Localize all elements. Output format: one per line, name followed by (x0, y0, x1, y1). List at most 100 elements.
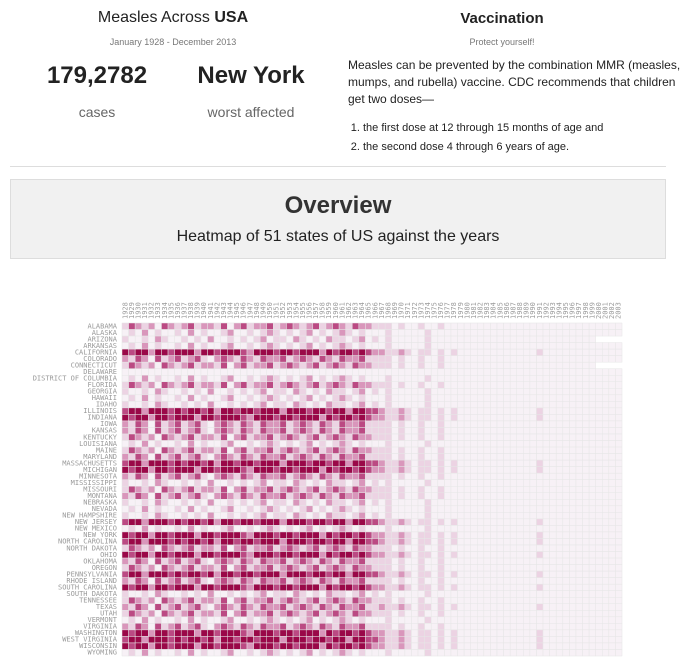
heat-cell (200, 394, 208, 402)
heat-cell (128, 642, 136, 650)
heat-cell (325, 610, 333, 618)
heat-cell (292, 348, 300, 356)
heat-cell (273, 479, 281, 487)
stat-value: New York (197, 62, 305, 89)
heat-cell (180, 374, 189, 383)
heat-cell (220, 505, 228, 513)
heat-cell (575, 538, 583, 546)
heat-cell (325, 466, 333, 474)
heat-cell (490, 427, 498, 435)
heat-cell (615, 596, 623, 605)
heat-cell (299, 368, 307, 376)
heat-cell (233, 629, 241, 637)
heat-cell (273, 322, 281, 330)
heat-cell (582, 512, 590, 520)
heat-cell (470, 636, 478, 644)
heat-cell (154, 616, 162, 624)
heat-cell (345, 472, 353, 480)
heat-cell (569, 564, 577, 572)
heat-cell (417, 329, 425, 337)
heat-cell (523, 440, 531, 448)
heat-cell (503, 348, 511, 356)
heat-cell (555, 525, 564, 533)
heat-cell (391, 342, 399, 350)
heat-cell (562, 368, 570, 376)
heat-cell (523, 374, 531, 383)
heat-cell (384, 401, 392, 409)
heat-cell (286, 649, 294, 657)
heat-cell (457, 551, 465, 559)
heat-cell (207, 636, 215, 644)
heat-cell (279, 459, 287, 467)
heat-cell (305, 388, 314, 396)
heat-cell (516, 531, 524, 539)
state-label: CONNECTICUT (71, 361, 118, 369)
heat-cell (365, 453, 373, 461)
heat-cell (200, 623, 208, 631)
heat-cell (148, 479, 156, 487)
state-label: PENNSYLVANIA (66, 570, 117, 578)
heat-cell (332, 525, 340, 533)
heat-cell (194, 610, 202, 618)
heat-cell (352, 342, 360, 350)
heat-cell (312, 551, 320, 559)
heat-cell (477, 453, 485, 461)
heat-cell (141, 401, 149, 409)
heat-cell (404, 590, 412, 598)
heat-cell (187, 629, 195, 637)
heat-cell (194, 525, 202, 533)
heat-cell (483, 603, 491, 611)
heat-cell (490, 329, 498, 337)
heat-cell (253, 388, 261, 396)
heat-cell (477, 433, 485, 441)
heat-cell (240, 433, 248, 441)
heat-cell (437, 629, 445, 637)
heat-cell (384, 355, 392, 363)
heat-cell (595, 577, 603, 585)
heat-cell (569, 590, 577, 598)
heat-cell (602, 583, 610, 591)
heat-cell (338, 564, 346, 572)
heat-cell (457, 492, 465, 500)
heat-cell (477, 596, 485, 605)
heat-cell (338, 525, 346, 533)
heat-cell (588, 551, 596, 559)
heat-cell (273, 453, 281, 461)
heat-cell (582, 499, 590, 507)
heat-cell (516, 479, 524, 487)
heat-cell (332, 466, 340, 474)
year-label: 1970 (398, 302, 406, 319)
heat-cell (167, 407, 175, 415)
heat-cell (595, 616, 603, 624)
heat-cell (378, 388, 386, 396)
heat-cell (549, 355, 557, 363)
heat-cell (180, 342, 189, 350)
heat-cell (398, 381, 406, 389)
heat-cell (463, 335, 471, 343)
heat-cell (490, 446, 498, 454)
heat-cell (332, 407, 340, 415)
heat-cell (391, 538, 399, 546)
heat-cell (259, 472, 267, 480)
heat-cell (259, 623, 267, 631)
heat-cell (134, 472, 142, 480)
heat-cell (411, 401, 419, 409)
year-label: 1940 (200, 302, 208, 319)
heat-cell (325, 649, 333, 657)
heat-cell (477, 427, 485, 435)
heat-cell (411, 440, 419, 448)
heat-cell (384, 407, 392, 415)
heat-cell (457, 440, 465, 448)
heat-cell (437, 570, 445, 578)
heat-cell (536, 499, 544, 507)
heat-cell (174, 596, 182, 605)
heat-cell (286, 518, 294, 526)
heat-cell (490, 499, 498, 507)
heat-cell (273, 603, 281, 611)
heat-cell (345, 342, 353, 350)
heat-cell (398, 368, 406, 376)
heat-cell (398, 374, 406, 383)
heat-cell (444, 499, 452, 507)
heat-cell (569, 374, 577, 383)
heat-cell (345, 368, 353, 376)
